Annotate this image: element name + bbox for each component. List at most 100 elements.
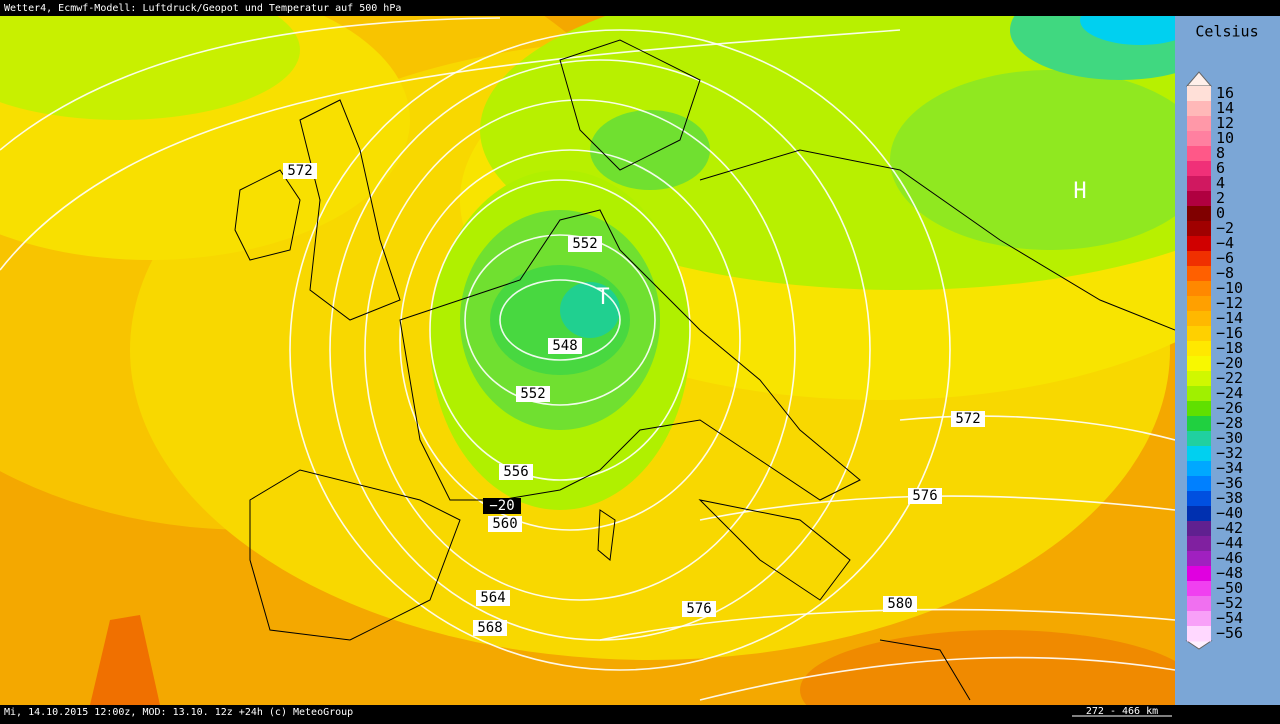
legend-swatch [1187,386,1211,402]
legend-swatch [1187,431,1211,447]
contour-label-box [883,596,917,612]
legend-swatch [1187,371,1211,387]
contour-label: 568 [477,620,502,636]
legend-swatch [1187,596,1211,612]
legend-swatch [1187,236,1211,252]
header-bar [0,0,1280,16]
contour-label: 572 [955,411,980,427]
legend-label: −44 [1216,534,1243,552]
legend-swatch [1187,461,1211,477]
temperature-label: −20 [489,498,514,514]
legend-label: −28 [1216,414,1243,432]
legend-label: 14 [1216,99,1234,117]
legend-swatch [1187,476,1211,492]
contour-labels: 572 552 548 552 556 560 564 568 576 576 580 572 −20 T… [283,163,1087,636]
legend-label: −54 [1216,609,1243,627]
legend-swatch [1187,251,1211,267]
footer-bar [0,705,1280,720]
legend-label: −34 [1216,459,1243,477]
legend-swatch [1187,566,1211,582]
legend-label: 4 [1216,174,1225,192]
legend-swatch [1187,356,1211,372]
legend-swatch [1187,491,1211,507]
contour-label: 576 [686,601,711,617]
legend-label: 0 [1216,204,1225,222]
legend-label: −36 [1216,474,1243,492]
legend-swatch [1187,401,1211,417]
legend-label: −4 [1216,234,1234,252]
low-pressure-marker: T [596,285,609,310]
contour-label: 564 [480,590,505,606]
legend: 1614121086420−2−4−6−8−10−12−14−16−18−20−… [1187,84,1243,642]
legend-swatch [1187,536,1211,552]
legend-label: 6 [1216,159,1225,177]
legend-swatch [1187,191,1211,207]
legend-label: −52 [1216,594,1243,612]
legend-swatch [1187,581,1211,597]
legend-label: −46 [1216,549,1243,567]
legend-label: −12 [1216,294,1243,312]
isohypses [0,17,1175,701]
legend-label: −10 [1216,279,1243,297]
legend-label: 12 [1216,114,1234,132]
legend-swatch [1187,221,1211,237]
legend-label: −14 [1216,309,1243,327]
contour-label-box [516,386,550,402]
contour-label: 552 [572,236,597,252]
legend-swatch [1187,416,1211,432]
legend-label: 2 [1216,189,1225,207]
legend-label: −18 [1216,339,1243,357]
legend-label: −48 [1216,564,1243,582]
contour-label-box [682,601,716,617]
contour-label-box [499,464,533,480]
contour-label: 560 [492,516,517,532]
contour-label: 572 [287,163,312,179]
legend-label: −32 [1216,444,1243,462]
legend-swatch [1187,131,1211,147]
legend-label: −42 [1216,519,1243,537]
contour-label: 548 [552,338,577,354]
legend-label: 16 [1216,84,1234,102]
legend-swatch [1187,311,1211,327]
legend-swatch [1187,506,1211,522]
high-pressure-marker: H [1073,179,1086,204]
temperature-label-box [483,498,521,514]
legend-label: −20 [1216,354,1243,372]
legend-swatch [1187,101,1211,117]
legend-label: −16 [1216,324,1243,342]
legend-label: −22 [1216,369,1243,387]
legend-label: 8 [1216,144,1225,162]
legend-swatch [1187,86,1211,102]
contour-label-box [568,236,602,252]
legend-label: −8 [1216,264,1234,282]
legend-swatch [1187,326,1211,342]
legend-swatch [1187,266,1211,282]
legend-swatch [1187,206,1211,222]
legend-swatch [1187,116,1211,132]
contour-label: 580 [887,596,912,612]
contour-label-box [488,516,522,532]
legend-label: −2 [1216,219,1234,237]
legend-swatch [1187,626,1211,642]
contour-label-box [548,338,582,354]
legend-label: −26 [1216,399,1243,417]
contour-label-box [473,620,507,636]
contour-label-box [951,411,985,427]
legend-label: −30 [1216,429,1243,447]
legend-swatch [1187,521,1211,537]
contour-label-box [283,163,317,179]
contour-label: 552 [520,386,545,402]
legend-swatch [1187,611,1211,627]
legend-swatch [1187,341,1211,357]
footer-info: Mi, 14.10.2015 12:00z, MOD: 13.10. 12z +… [4,707,353,718]
legend-label: −56 [1216,624,1243,642]
legend-label: −6 [1216,249,1234,267]
legend-label: −40 [1216,504,1243,522]
legend-swatch [1187,281,1211,297]
contour-label: 556 [503,464,528,480]
legend-title: Celsius [1195,23,1258,41]
header-title: Wetter4, Ecmwf-Modell: Luftdruck/Geopot … [4,3,401,14]
contour-label-box [476,590,510,606]
legend-swatch [1187,146,1211,162]
